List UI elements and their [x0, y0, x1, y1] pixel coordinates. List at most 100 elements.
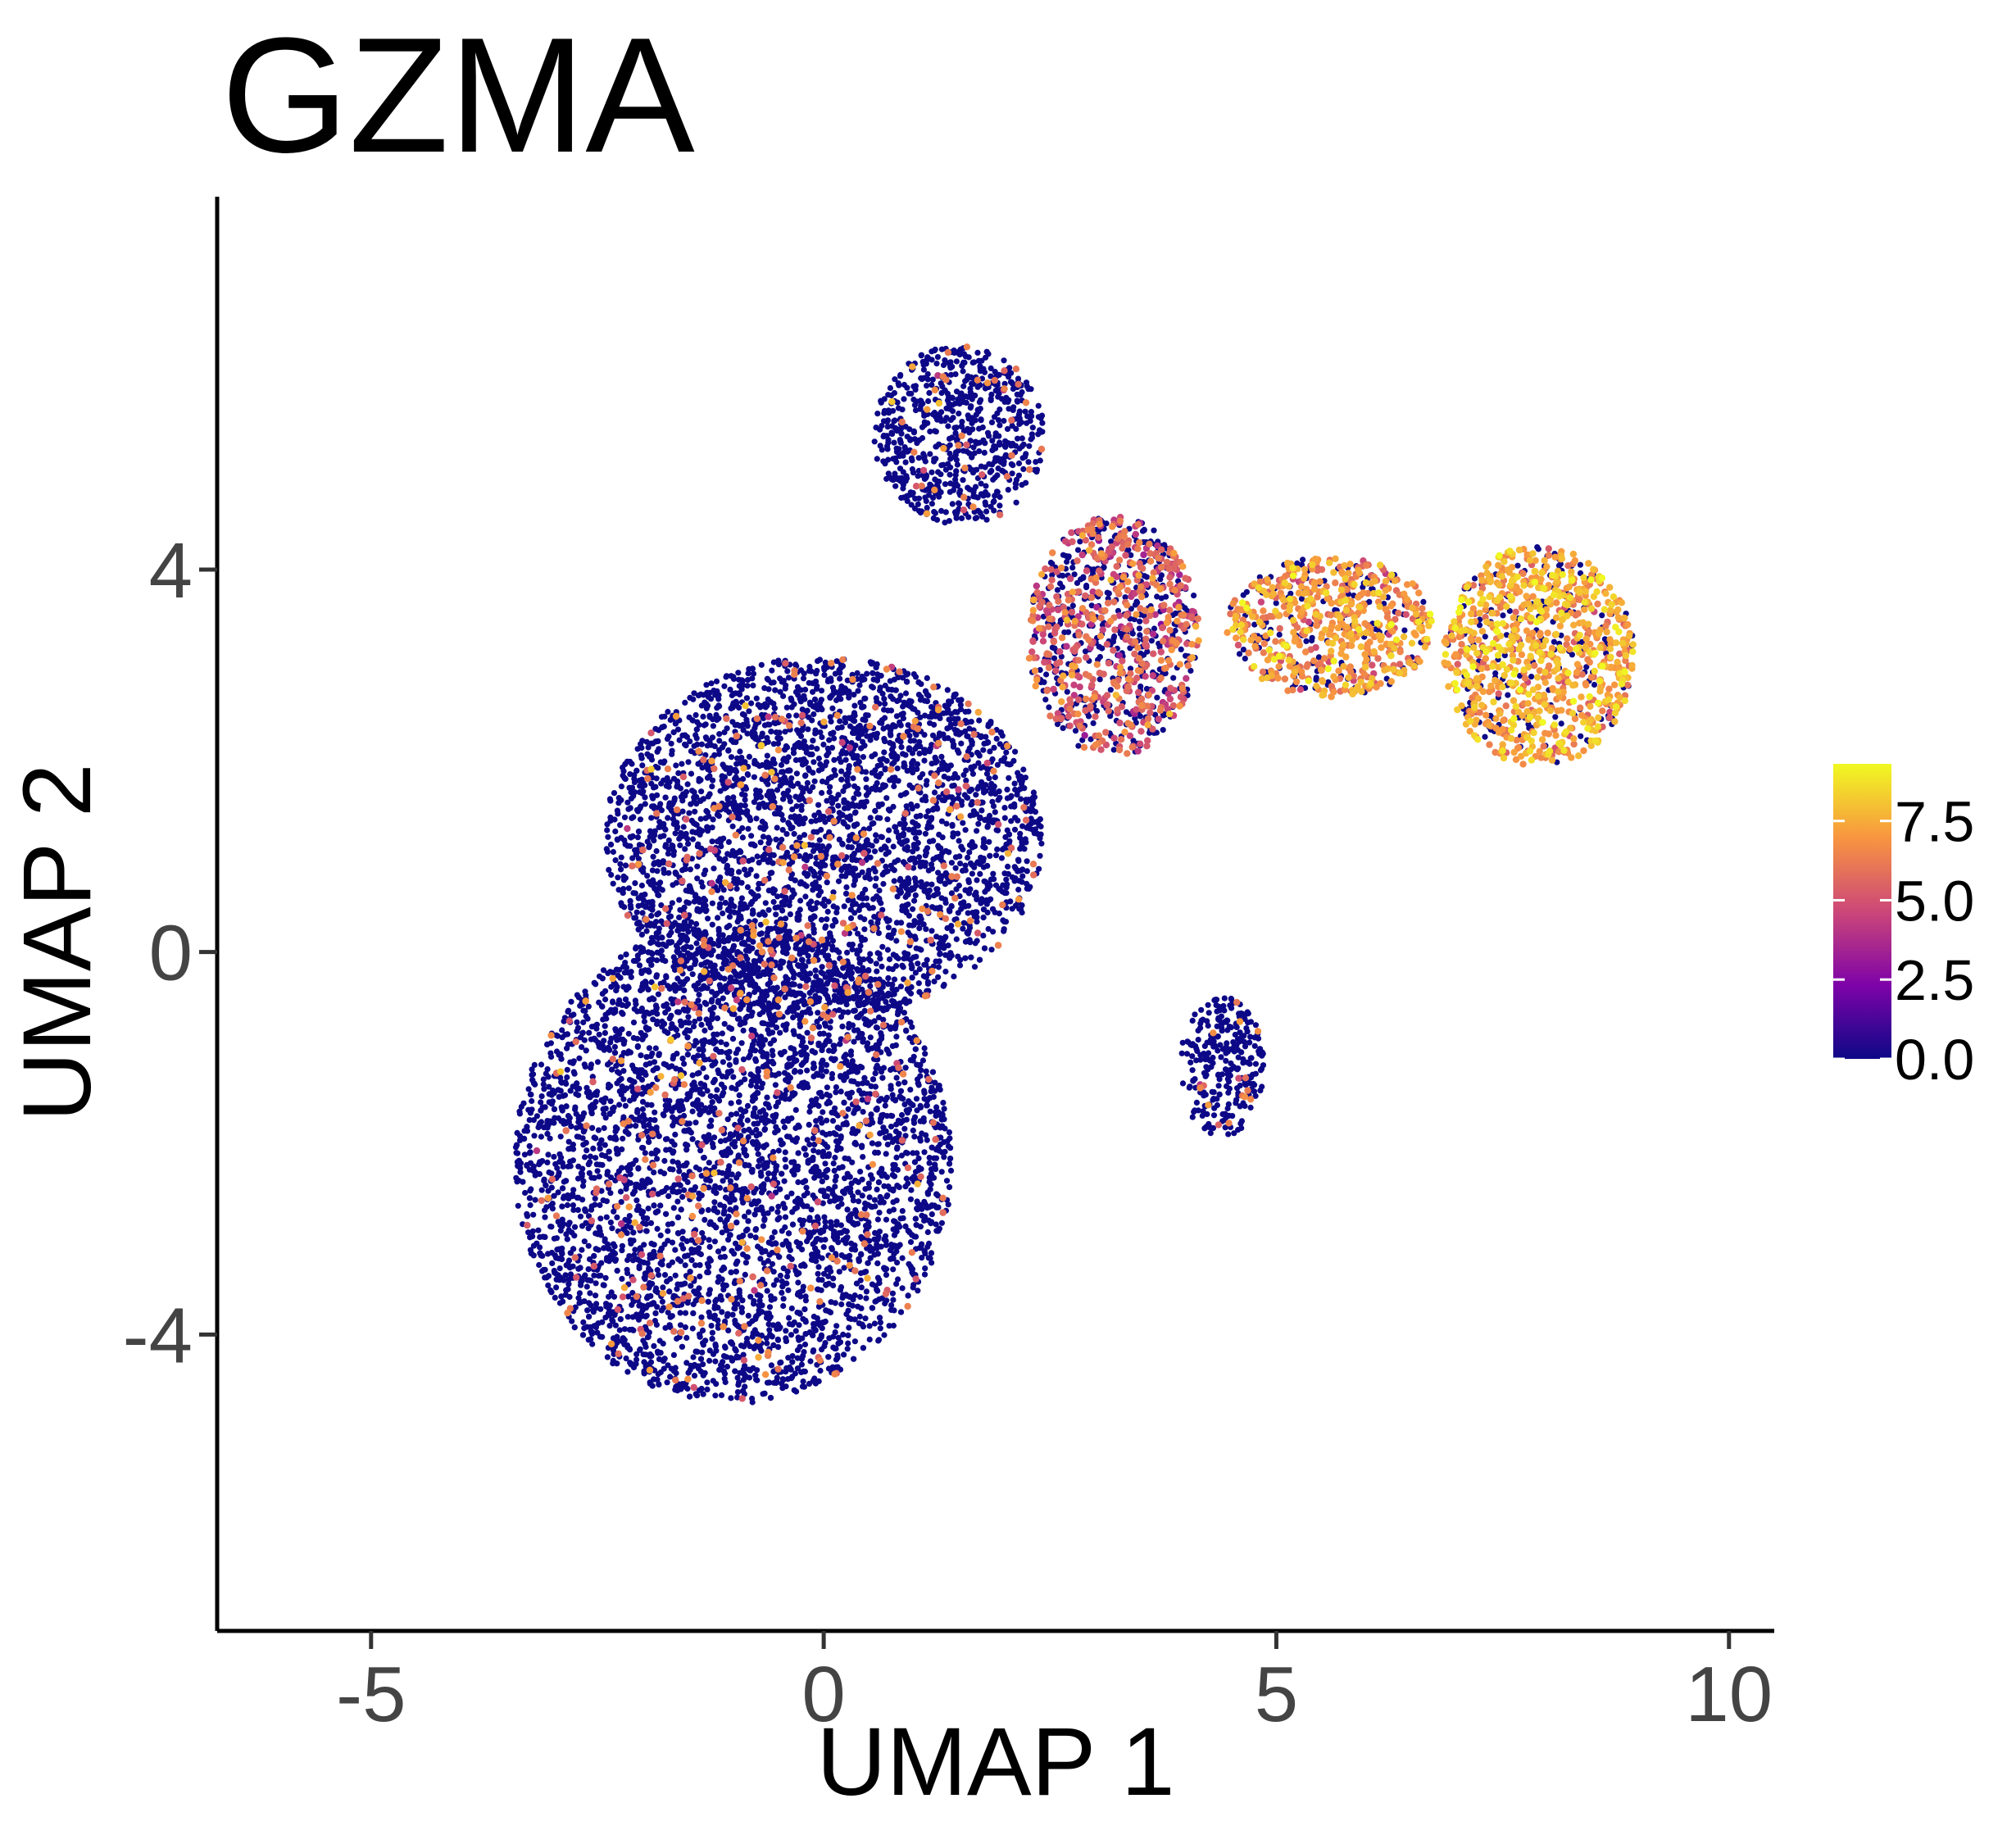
cell-point	[841, 1265, 847, 1271]
cell-point	[905, 1292, 911, 1299]
cell-point	[812, 1245, 819, 1251]
cell-point	[677, 1310, 683, 1316]
cell-point	[764, 1094, 770, 1101]
cell-point	[641, 1274, 647, 1281]
cell-point	[925, 1240, 933, 1247]
cell-point	[525, 1229, 532, 1236]
cell-point	[699, 1327, 706, 1333]
cell-point	[736, 1092, 742, 1098]
cell-point	[883, 1216, 890, 1223]
cell-point	[622, 1102, 629, 1109]
cell-point	[790, 1028, 797, 1034]
cell-point	[783, 1274, 791, 1280]
cell-point	[858, 1091, 865, 1097]
cell-point	[749, 1138, 756, 1146]
cell-point	[881, 1332, 888, 1338]
cell-point	[602, 1153, 609, 1160]
cell-point	[849, 1022, 856, 1029]
cell-point	[792, 1328, 799, 1334]
cell-point	[593, 1292, 599, 1299]
cell-point	[682, 1310, 689, 1316]
cell-point	[756, 1131, 763, 1138]
cell-point	[697, 1273, 703, 1280]
cell-point	[883, 1094, 890, 1101]
cell-point	[728, 1100, 734, 1106]
cell-point	[838, 1146, 844, 1152]
cell-point	[596, 1031, 602, 1038]
cell-point	[633, 957, 639, 964]
cell-point	[802, 1178, 809, 1184]
cell-point	[822, 1318, 829, 1325]
cell-point	[698, 1385, 705, 1392]
cell-point	[603, 1301, 610, 1307]
cell-point	[651, 1342, 657, 1349]
cell-point	[612, 1026, 619, 1033]
cell-point	[701, 1154, 707, 1161]
cell-point	[881, 1265, 888, 1271]
cell-point	[651, 1202, 657, 1209]
cell-point	[719, 1309, 725, 1315]
cell-point	[869, 1175, 875, 1182]
cell-point	[692, 1101, 699, 1108]
cell-point	[795, 1279, 801, 1286]
cell-point	[726, 1061, 733, 1068]
cell-point	[747, 1367, 754, 1374]
cell-point	[926, 1155, 933, 1161]
cell-point	[884, 1141, 891, 1148]
cell-point	[833, 1364, 840, 1370]
cell-point	[756, 1345, 763, 1351]
cell-point	[791, 1387, 797, 1393]
cell-point	[681, 1187, 688, 1193]
cell-point	[661, 1272, 669, 1279]
cell-point	[890, 1297, 897, 1303]
cell-point	[915, 1062, 922, 1069]
cell-point	[680, 1245, 687, 1251]
cell-point	[652, 1310, 659, 1316]
cell-point	[544, 1041, 551, 1047]
cell-point	[699, 1091, 706, 1097]
cell-point	[867, 1034, 874, 1041]
cell-point	[672, 1387, 679, 1393]
cell-point	[583, 1047, 589, 1054]
cell-point	[665, 1064, 672, 1070]
cell-point	[538, 1061, 545, 1068]
cell-point	[779, 1289, 785, 1296]
cell-point	[752, 1058, 760, 1065]
cell-point	[609, 1066, 615, 1073]
cell-point	[766, 1327, 773, 1333]
cell-point	[632, 1116, 638, 1123]
cell-point	[616, 1070, 623, 1077]
cell-point	[929, 1202, 935, 1210]
cell-point	[633, 1351, 640, 1357]
cell-point	[869, 1140, 875, 1147]
cell-point	[664, 1184, 670, 1192]
cell-point	[686, 1020, 692, 1026]
cell-point	[715, 1070, 722, 1076]
cell-point	[755, 1163, 762, 1170]
cell-point	[781, 1070, 788, 1076]
cell-point	[593, 1246, 599, 1252]
cell-point	[665, 1006, 671, 1012]
cell-point	[897, 1120, 904, 1126]
cell-point	[619, 1083, 625, 1090]
cell-point	[596, 1225, 603, 1232]
cell-point	[591, 1134, 597, 1141]
cell-point	[928, 1181, 934, 1188]
cell-point	[591, 979, 597, 986]
cell-point	[524, 1213, 531, 1219]
cell-point	[667, 1165, 674, 1173]
cell-point	[595, 1273, 602, 1279]
cell-point	[719, 1030, 726, 1037]
cell-point	[645, 986, 652, 992]
cell-point	[587, 1094, 593, 1101]
cell-point	[723, 1041, 729, 1047]
cell-point	[668, 984, 674, 991]
cell-point	[679, 1343, 686, 1350]
cell-point	[705, 1020, 712, 1027]
cell-point	[833, 1084, 839, 1091]
cell-point	[592, 1195, 598, 1201]
cell-point	[760, 1063, 766, 1070]
cell-point	[815, 1040, 822, 1047]
cell-point	[865, 1260, 871, 1266]
cell-point	[702, 1000, 708, 1006]
